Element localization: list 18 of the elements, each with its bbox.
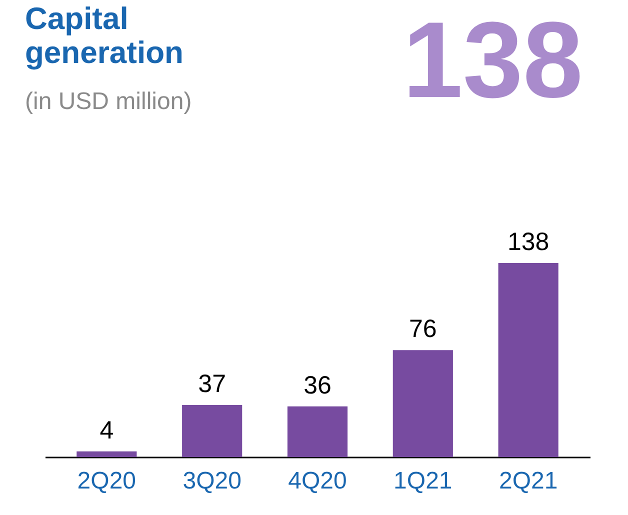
x-tick-label: 1Q21 <box>394 468 452 494</box>
chart-title: Capital generation <box>25 1 184 70</box>
bar <box>182 404 242 457</box>
bar <box>287 406 348 457</box>
data-label: 37 <box>198 370 226 398</box>
bar <box>76 451 137 457</box>
x-tick-label: 3Q20 <box>182 468 242 494</box>
bar <box>498 263 558 457</box>
bar <box>392 350 453 457</box>
x-tick-label: 2Q21 <box>498 468 558 494</box>
data-label: 4 <box>100 416 114 444</box>
data-label: 76 <box>409 315 437 344</box>
text: 138 <box>402 0 583 120</box>
chart-subtitle: (in USD million) <box>25 88 192 116</box>
data-label: 36 <box>304 371 332 400</box>
data-label: 138 <box>507 228 550 256</box>
x-tick-label: 4Q20 <box>288 468 347 494</box>
x-tick-label: 2Q20 <box>77 468 136 494</box>
